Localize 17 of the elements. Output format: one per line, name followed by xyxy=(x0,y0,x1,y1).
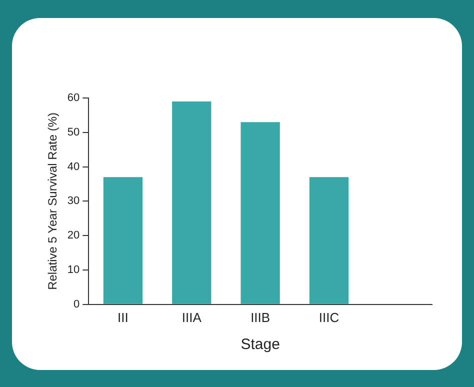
x-tick-label: III xyxy=(118,310,128,325)
bar xyxy=(240,122,280,304)
y-tick-label: 50 xyxy=(67,126,80,138)
y-tick-label: 40 xyxy=(67,160,80,173)
x-axis-title: Stage xyxy=(240,336,280,354)
bar xyxy=(309,177,349,304)
y-tick-label: 10 xyxy=(67,264,80,276)
bar xyxy=(172,101,212,304)
bar xyxy=(103,177,143,304)
y-axis-title: Relative 5 Year Survival Rate (%) xyxy=(46,112,60,290)
x-tick-label: IIIB xyxy=(250,310,270,325)
y-tick-label: 20 xyxy=(67,230,80,242)
y-tick-label: 0 xyxy=(74,298,80,310)
x-tick-label: IIIC xyxy=(318,310,340,325)
x-tick-label: IIIA xyxy=(182,310,202,325)
y-tick-label: 60 xyxy=(67,92,80,104)
y-tick-label: 30 xyxy=(67,195,80,208)
